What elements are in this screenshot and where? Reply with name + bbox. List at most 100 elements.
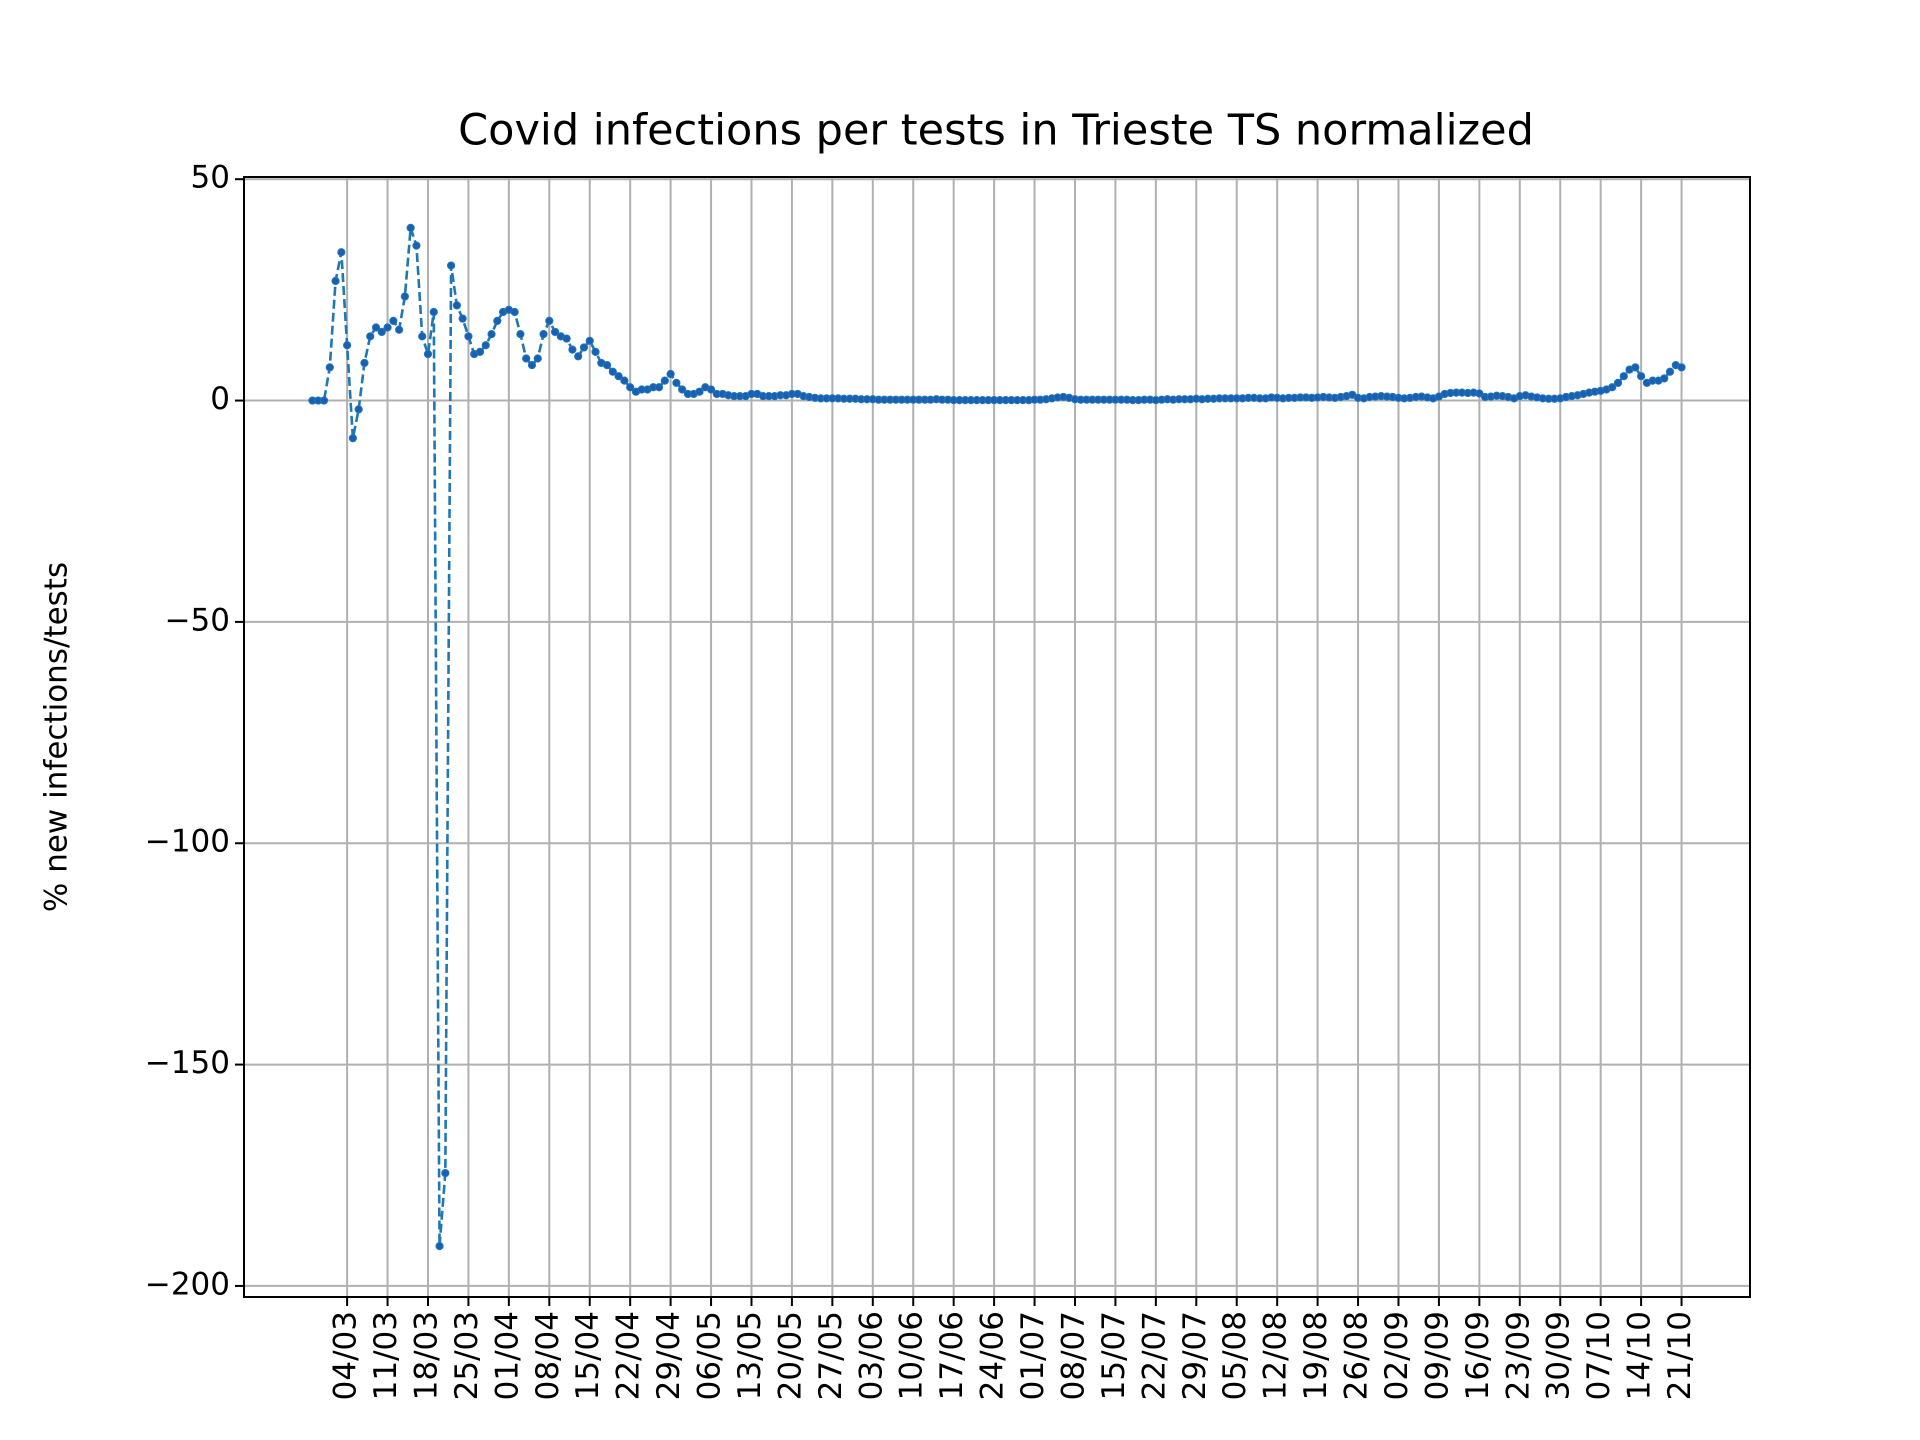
y-tick-label: −100 <box>145 824 230 860</box>
data-point <box>319 396 329 405</box>
data-point <box>545 316 554 325</box>
x-tick-label: 11/03 <box>368 1311 404 1400</box>
data-point <box>602 361 612 370</box>
data-point <box>383 323 392 332</box>
data-point <box>1631 363 1640 372</box>
x-tick-label: 27/05 <box>813 1311 849 1400</box>
plot-area <box>308 223 1686 1251</box>
data-point <box>660 376 669 385</box>
data-point <box>418 332 427 341</box>
x-tick-label: 23/09 <box>1500 1311 1536 1400</box>
y-tick-label: −50 <box>165 602 230 638</box>
data-point <box>493 316 502 325</box>
data-point <box>377 327 386 337</box>
data-point <box>533 354 542 363</box>
x-tick-label: 19/08 <box>1298 1311 1334 1400</box>
line <box>312 227 1683 1247</box>
data-point <box>481 341 490 350</box>
data-point <box>337 248 346 257</box>
data-point <box>446 261 456 270</box>
data-point <box>550 327 560 337</box>
axes-frame <box>243 176 1751 1298</box>
x-tick-label: 30/09 <box>1541 1311 1577 1400</box>
data-point <box>366 332 375 341</box>
x-tick-label: 22/07 <box>1136 1311 1172 1400</box>
data-point <box>360 358 369 368</box>
y-tick-label: −150 <box>145 1045 230 1081</box>
x-tick-label: 10/06 <box>894 1311 930 1400</box>
x-tick-label: 03/06 <box>853 1311 889 1400</box>
data-point <box>354 405 363 414</box>
data-point <box>487 330 496 339</box>
x-tick-label: 08/04 <box>530 1311 566 1400</box>
data-point <box>1608 383 1617 392</box>
x-tick-label: 29/04 <box>651 1311 687 1400</box>
data-point <box>672 378 681 387</box>
data-point <box>591 347 600 356</box>
x-tick-label: 12/08 <box>1258 1311 1294 1400</box>
x-tick-label: 16/09 <box>1460 1311 1496 1400</box>
data-point <box>568 345 577 354</box>
data-point <box>464 332 473 341</box>
x-tick-label: 06/05 <box>692 1311 728 1400</box>
data-point <box>695 387 704 396</box>
data-point <box>666 369 675 379</box>
data-point <box>348 434 357 443</box>
x-tick-label: 17/06 <box>934 1311 970 1400</box>
data-point <box>343 341 352 350</box>
data-point <box>516 330 525 339</box>
data-point <box>429 307 438 317</box>
data-point <box>435 1241 444 1251</box>
x-tick-label: 13/05 <box>732 1311 768 1400</box>
data-point <box>1475 389 1484 398</box>
x-tick-label: 20/05 <box>772 1311 808 1400</box>
data-point <box>1613 378 1623 387</box>
chart-title: Covid infections per tests in Trieste TS… <box>458 106 1534 156</box>
grid <box>244 177 1750 1297</box>
data-point <box>475 347 485 356</box>
data-point <box>706 385 716 394</box>
data-point <box>620 376 629 385</box>
x-tick-label: 05/08 <box>1217 1311 1253 1400</box>
data-point <box>562 334 571 343</box>
y-tick-label: 50 <box>191 160 230 196</box>
x-tick-label: 29/07 <box>1177 1311 1213 1400</box>
data-point <box>510 307 519 317</box>
data-point <box>458 314 467 323</box>
data-point <box>1619 372 1628 381</box>
data-point <box>1677 363 1686 372</box>
data-point <box>522 354 531 363</box>
x-tick-label: 15/07 <box>1096 1311 1132 1400</box>
data-point <box>585 336 594 345</box>
data-point <box>1637 372 1646 381</box>
x-tick-label: 07/10 <box>1581 1311 1617 1400</box>
data-point <box>527 361 537 370</box>
data-point <box>331 276 340 286</box>
data-point <box>678 385 687 394</box>
x-tick-label: 01/04 <box>489 1311 525 1400</box>
x-tick-label: 25/03 <box>449 1311 485 1400</box>
x-tick-label: 14/10 <box>1622 1311 1658 1400</box>
data-point <box>406 223 415 233</box>
x-tick-label: 22/04 <box>611 1311 647 1400</box>
y-tick-label: 0 <box>210 381 230 417</box>
x-tick-label: 08/07 <box>1055 1311 1091 1400</box>
x-tick-label: 09/09 <box>1419 1311 1455 1400</box>
data-point <box>608 367 617 376</box>
x-tick-label: 24/06 <box>975 1311 1011 1400</box>
data-point <box>579 343 589 352</box>
data-point <box>412 241 421 250</box>
data-point <box>1660 374 1669 383</box>
y-tick-label: −200 <box>145 1266 230 1302</box>
data-point <box>452 301 461 310</box>
x-tick-label: 26/08 <box>1339 1311 1375 1400</box>
x-tick-label: 01/07 <box>1015 1311 1051 1400</box>
x-tick-label: 04/03 <box>328 1311 364 1400</box>
data-point <box>614 372 623 381</box>
data-point <box>423 349 433 359</box>
data-point <box>325 363 334 372</box>
data-point <box>389 316 398 325</box>
x-tick-label: 15/04 <box>570 1311 606 1400</box>
data-point <box>400 292 409 301</box>
